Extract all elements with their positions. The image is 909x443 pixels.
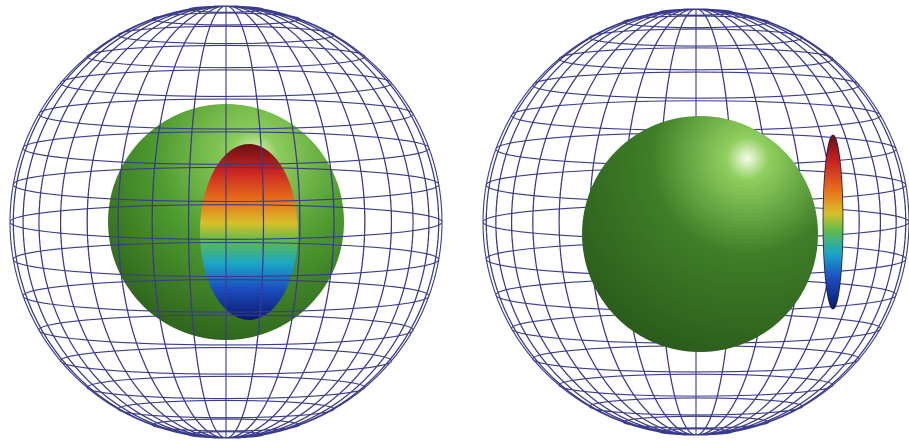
wire-line [658, 428, 734, 436]
wireframe-sphere [9, 5, 443, 439]
wire-line [12, 166, 440, 203]
wire-line [22, 131, 430, 165]
wire-line [22, 279, 430, 313]
wire-line [151, 418, 301, 432]
wire-line [59, 69, 393, 97]
inner-sphere [582, 116, 818, 352]
wire-line [588, 28, 804, 47]
wire-line [187, 431, 265, 439]
wire-line [658, 8, 734, 16]
wire-line [38, 98, 414, 130]
ellipsoid [822, 134, 844, 310]
wire-line [558, 47, 834, 71]
wire-line [86, 44, 366, 69]
wire-line [558, 373, 834, 397]
wire-line [12, 241, 440, 278]
wire-line [38, 314, 414, 346]
ellipsoid [200, 144, 298, 320]
wire-line [117, 25, 335, 45]
wire-line [622, 15, 770, 29]
wire-line [622, 415, 770, 429]
wire-line [532, 71, 860, 99]
wire-line [9, 204, 443, 240]
wire-line [117, 399, 335, 419]
wire-line [86, 375, 366, 400]
wire-line [151, 12, 301, 26]
wire-line [187, 5, 265, 13]
wire-line [588, 397, 804, 416]
wire-line [59, 347, 393, 375]
